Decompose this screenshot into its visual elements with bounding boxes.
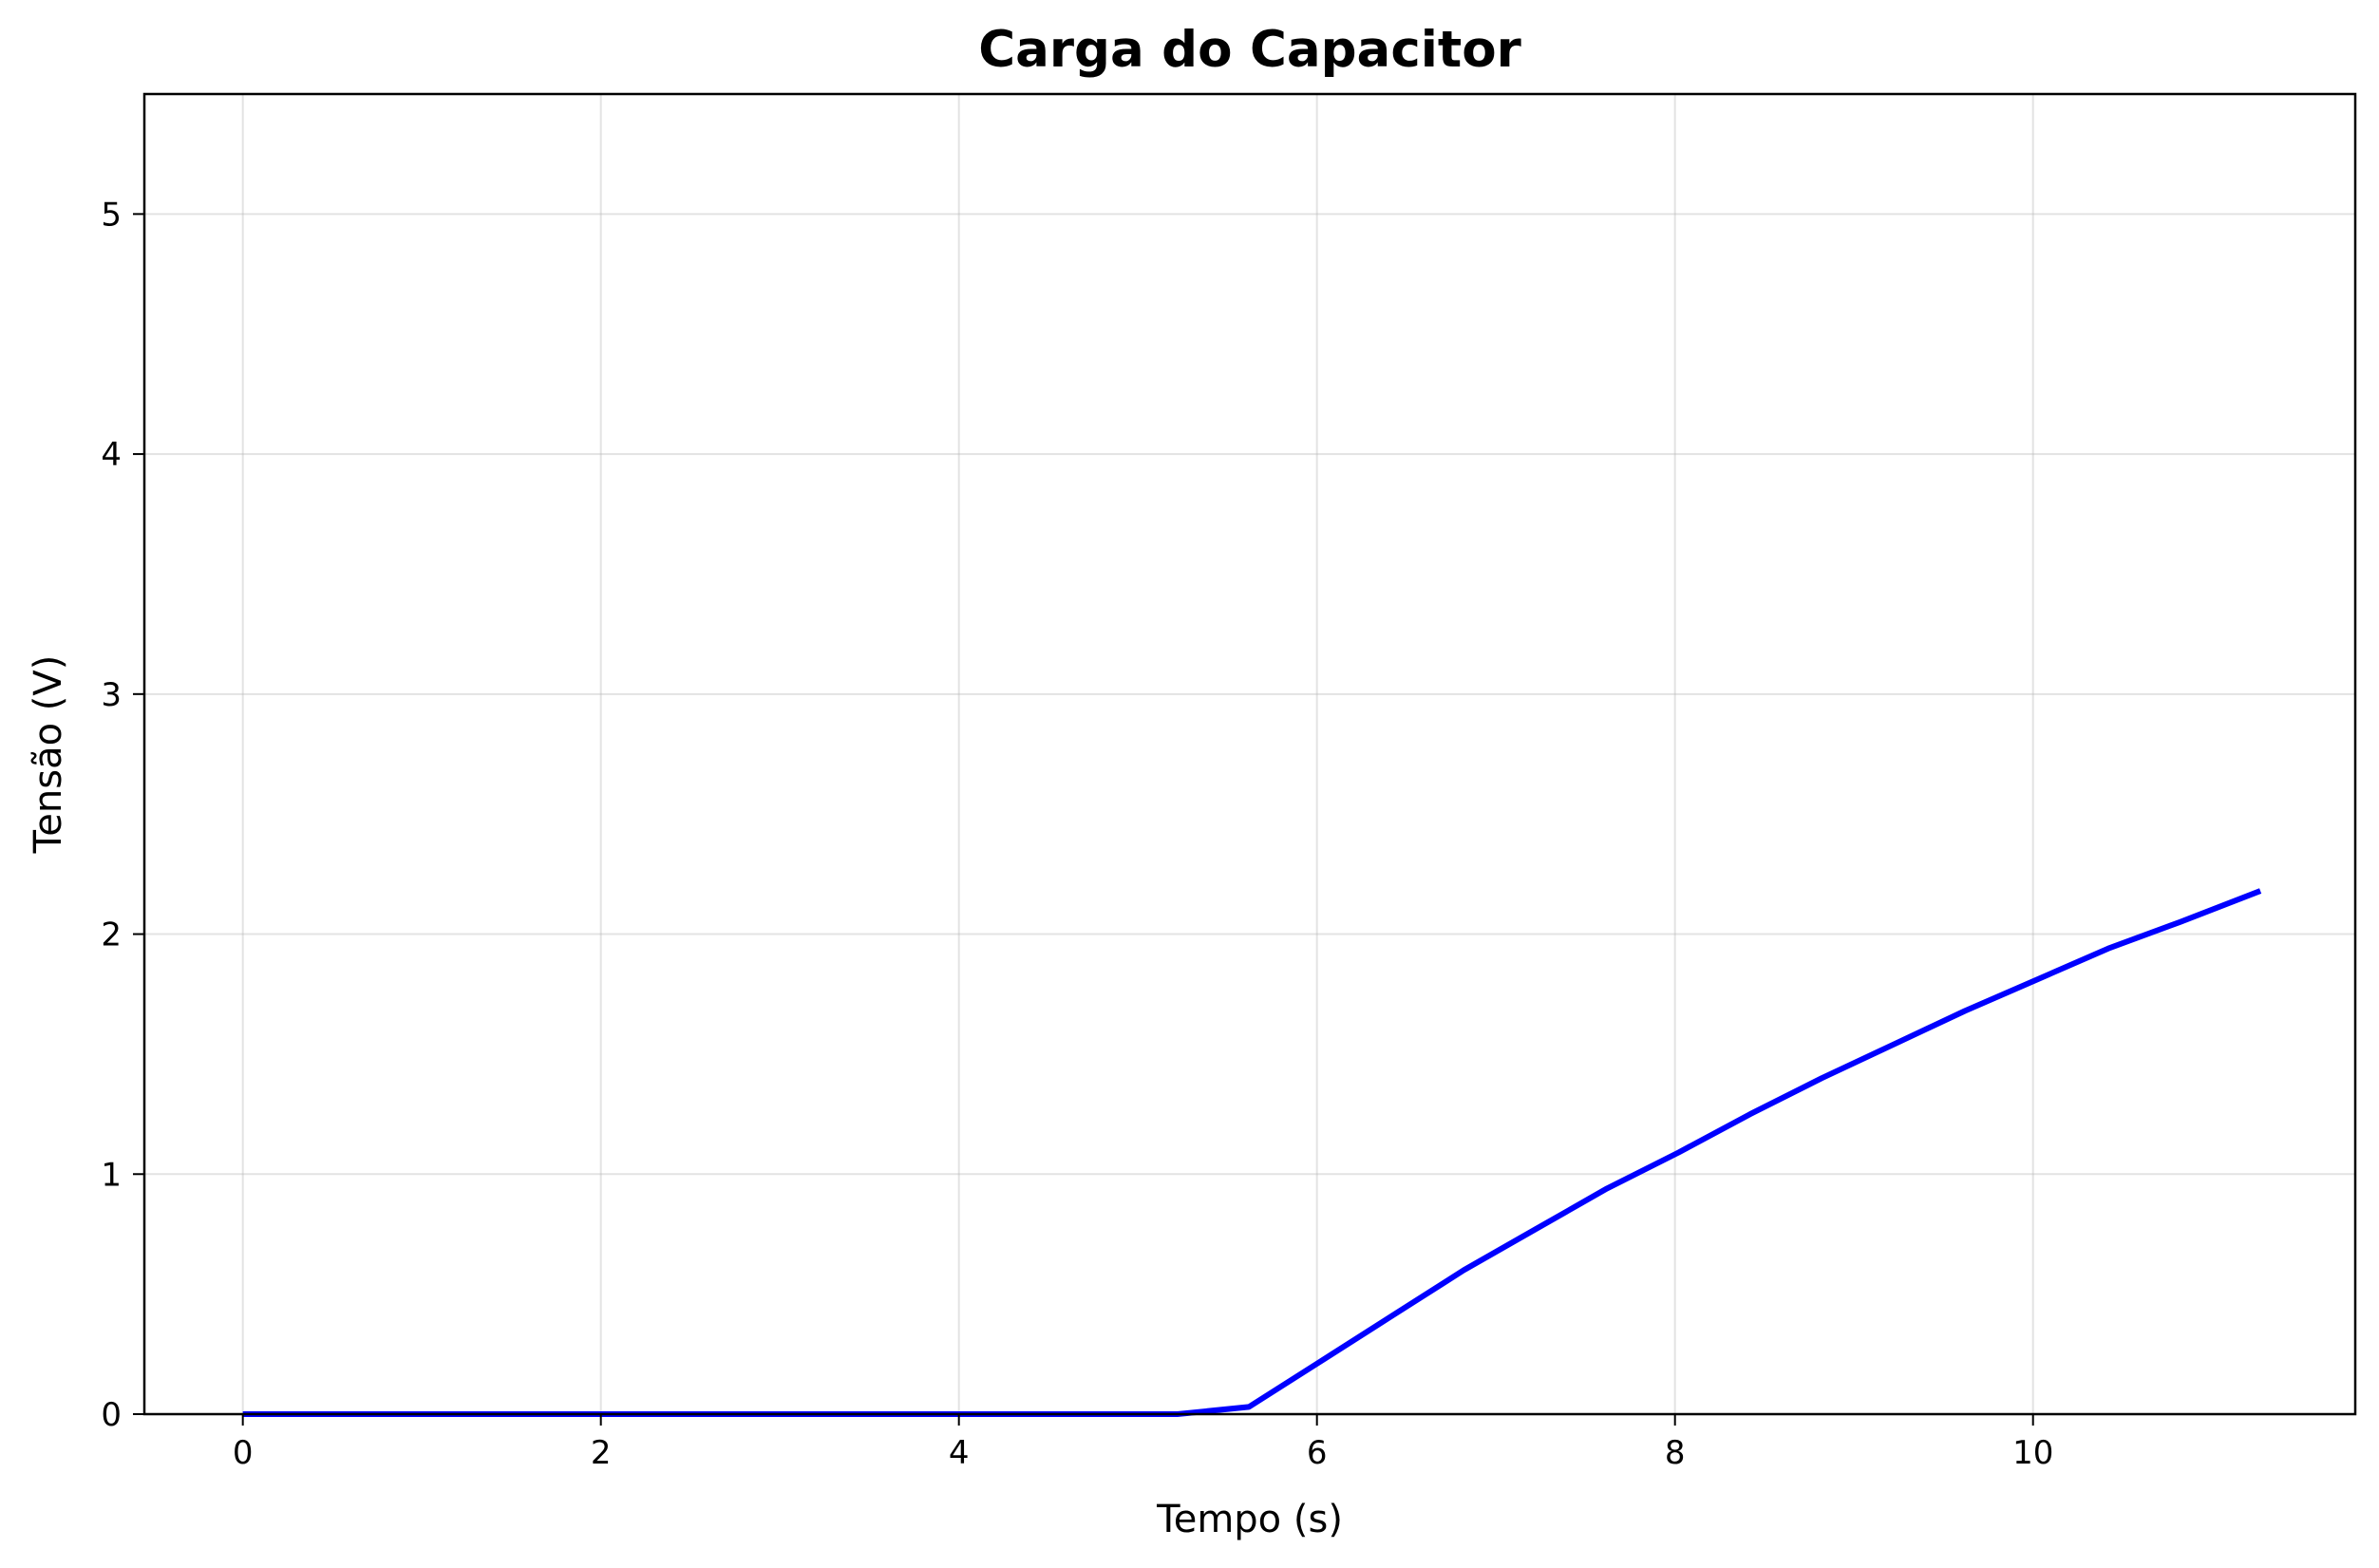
y-tick-label: 1 xyxy=(101,1156,122,1194)
grid xyxy=(144,94,2355,1415)
chart-title: Carga do Capacitor xyxy=(978,21,1521,79)
y-tick-label: 0 xyxy=(101,1396,122,1434)
series-line xyxy=(242,888,2262,1417)
x-tick-label: 2 xyxy=(591,1434,612,1472)
x-tick-label: 8 xyxy=(1665,1434,1686,1472)
y-tick-label: 2 xyxy=(101,916,122,954)
series-layer xyxy=(242,888,2262,1417)
plot-frame xyxy=(142,92,2357,1416)
x-tick-label: 6 xyxy=(1307,1434,1328,1472)
y-axis-label: Tensão (V) xyxy=(27,655,70,855)
x-axis-label: Tempo (s) xyxy=(1156,1498,1343,1541)
x-tick-label: 4 xyxy=(949,1434,970,1472)
x-tick-label: 0 xyxy=(233,1434,254,1472)
y-tick-label: 5 xyxy=(101,196,122,234)
y-tick-label: 4 xyxy=(101,436,122,474)
x-tick-label: 10 xyxy=(2012,1434,2053,1472)
axis-ticks: 0 2 4 6 8 10 0 1 2 3 4 5 xyxy=(101,196,2053,1472)
y-tick-label: 3 xyxy=(101,676,122,714)
